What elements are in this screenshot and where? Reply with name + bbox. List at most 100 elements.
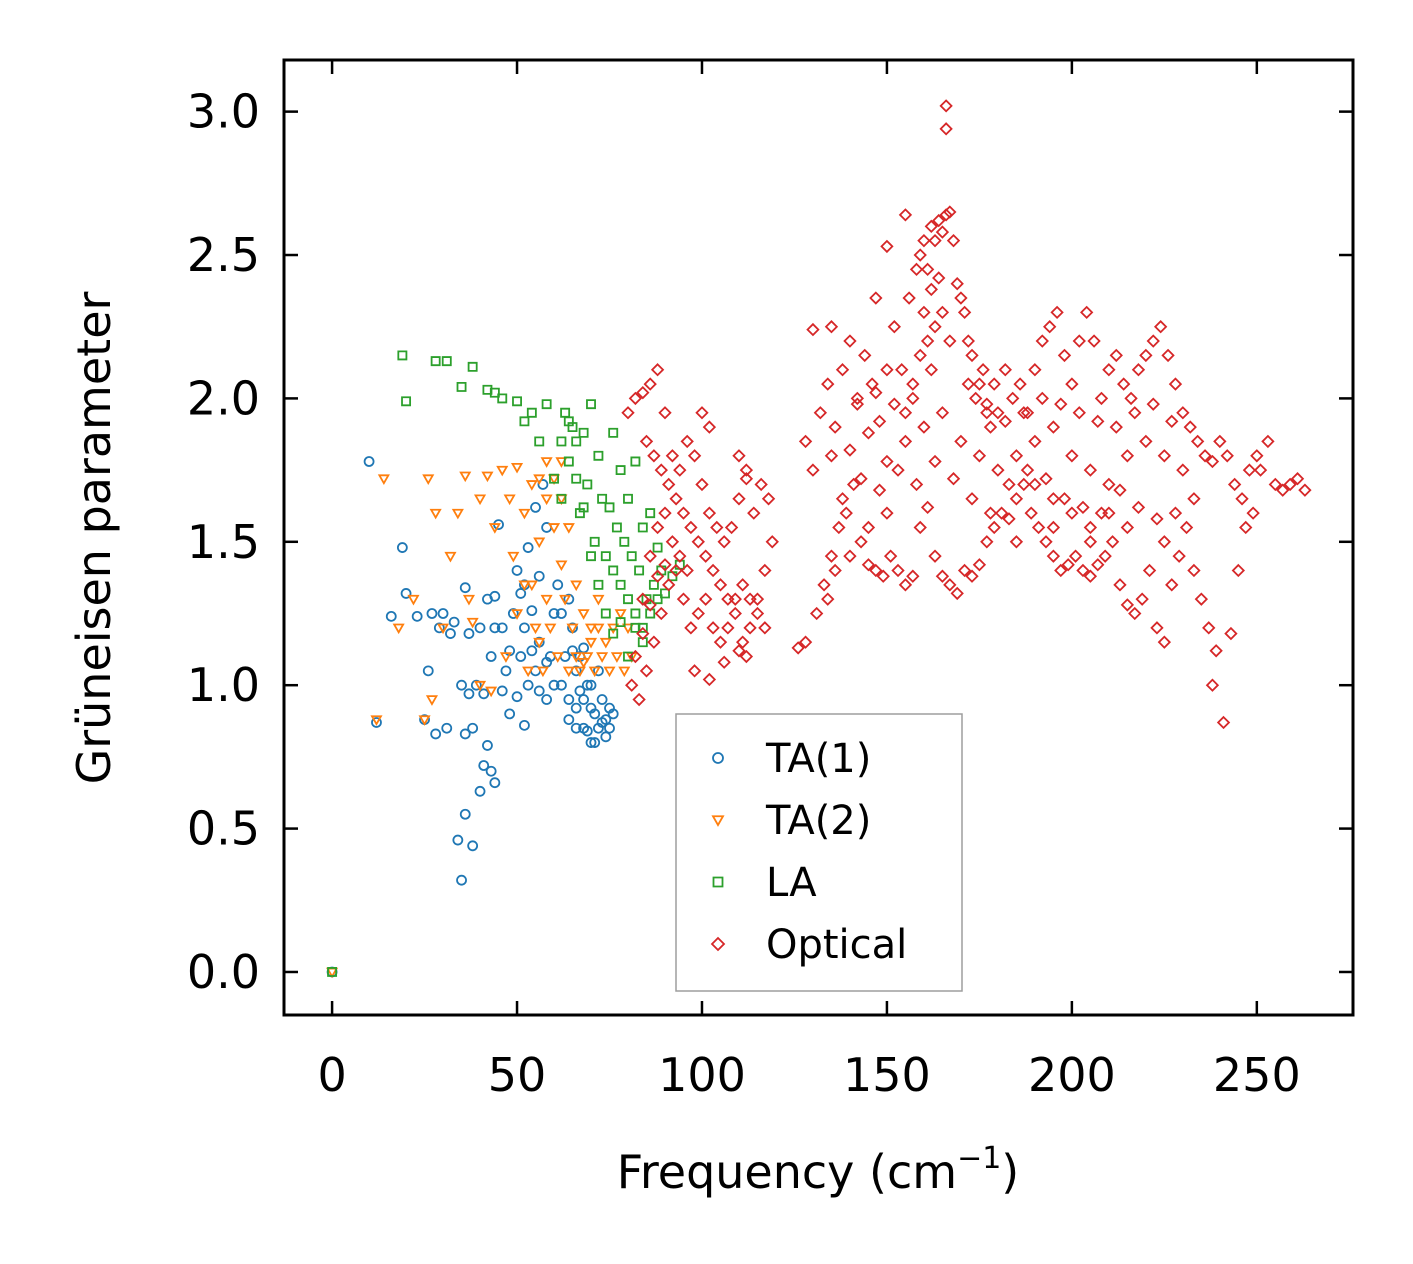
data-point xyxy=(880,506,894,520)
data-point xyxy=(533,685,545,697)
legend-label-la: LA xyxy=(766,860,817,906)
data-point xyxy=(872,414,887,429)
data-point xyxy=(599,637,612,649)
data-point xyxy=(437,623,450,635)
data-point xyxy=(932,213,946,228)
data-point xyxy=(540,494,553,506)
data-point xyxy=(898,434,913,449)
data-point xyxy=(639,434,654,449)
data-point xyxy=(809,606,824,621)
data-point xyxy=(869,385,883,400)
data-point xyxy=(667,571,678,582)
data-point xyxy=(917,420,931,434)
data-point xyxy=(1187,492,1201,506)
data-point xyxy=(957,563,972,578)
data-point xyxy=(459,582,471,594)
data-point xyxy=(1009,449,1024,463)
data-point xyxy=(1043,320,1057,334)
data-point xyxy=(1139,348,1153,363)
data-point xyxy=(728,606,742,621)
data-point xyxy=(1061,558,1075,572)
data-point xyxy=(680,434,694,449)
data-point xyxy=(939,99,953,113)
data-point xyxy=(965,492,979,506)
y-tick-label: 3.0 xyxy=(187,85,260,139)
data-point xyxy=(1128,606,1142,621)
data-point xyxy=(950,277,964,291)
data-point xyxy=(618,666,631,678)
data-point xyxy=(676,592,691,606)
data-point xyxy=(950,586,964,601)
data-point xyxy=(1220,449,1234,463)
data-point xyxy=(843,549,857,563)
data-point xyxy=(695,406,709,420)
data-point xyxy=(623,493,633,504)
data-point xyxy=(433,622,445,634)
data-point xyxy=(976,363,990,377)
data-point xyxy=(566,623,579,635)
data-point xyxy=(573,666,586,678)
x-tick-label: 100 xyxy=(658,1048,746,1102)
data-point xyxy=(1072,406,1086,420)
data-point xyxy=(846,477,861,492)
data-point xyxy=(596,652,609,663)
data-point xyxy=(961,377,975,391)
data-point xyxy=(1283,477,1297,492)
data-point xyxy=(850,391,865,406)
y-tick-label: 2.5 xyxy=(187,228,260,282)
data-point xyxy=(1276,483,1290,497)
data-point xyxy=(643,377,657,391)
data-point xyxy=(1094,391,1109,406)
data-point xyxy=(607,623,620,635)
data-point xyxy=(544,623,557,635)
data-point xyxy=(1091,558,1105,572)
data-point xyxy=(397,350,408,361)
data-point xyxy=(880,363,894,377)
x-axis-title-superscript: −1 xyxy=(957,1141,1001,1176)
data-point xyxy=(861,558,876,572)
y-tick-label: 1.0 xyxy=(187,658,260,712)
data-point xyxy=(1157,535,1172,549)
data-point xyxy=(684,621,698,635)
axis-ticks xyxy=(284,60,1353,1015)
data-point xyxy=(592,594,605,606)
data-point xyxy=(980,406,994,420)
data-point xyxy=(473,494,487,506)
data-point xyxy=(459,471,472,483)
data-point xyxy=(385,610,397,622)
data-point xyxy=(407,594,420,606)
data-point xyxy=(1135,592,1149,606)
data-point xyxy=(943,578,957,592)
data-point xyxy=(1102,363,1116,377)
data-point xyxy=(1168,377,1183,391)
data-point xyxy=(1128,406,1142,420)
data-point xyxy=(496,465,509,477)
plot-points xyxy=(326,99,1312,979)
data-point xyxy=(430,356,441,367)
data-point xyxy=(581,679,593,691)
data-point xyxy=(1120,520,1135,535)
data-point xyxy=(571,473,582,484)
data-point xyxy=(474,785,486,797)
data-point xyxy=(1065,377,1079,391)
data-point xyxy=(541,694,553,705)
data-point xyxy=(578,502,589,513)
data-point xyxy=(724,520,739,535)
data-point xyxy=(935,406,950,420)
data-point xyxy=(913,520,927,535)
data-point xyxy=(909,477,924,492)
data-point xyxy=(660,588,670,599)
data-point xyxy=(563,416,574,427)
x-axis-title-main: Frequency (cm xyxy=(617,1145,957,1199)
data-point xyxy=(710,520,724,535)
data-point xyxy=(932,271,946,285)
data-point xyxy=(371,717,382,728)
data-point xyxy=(556,608,567,619)
data-point xyxy=(843,334,857,348)
data-point xyxy=(1083,520,1098,535)
data-point xyxy=(980,535,994,549)
data-point xyxy=(459,728,471,740)
data-point xyxy=(706,563,720,578)
data-point xyxy=(511,565,523,576)
data-point xyxy=(1017,477,1031,492)
